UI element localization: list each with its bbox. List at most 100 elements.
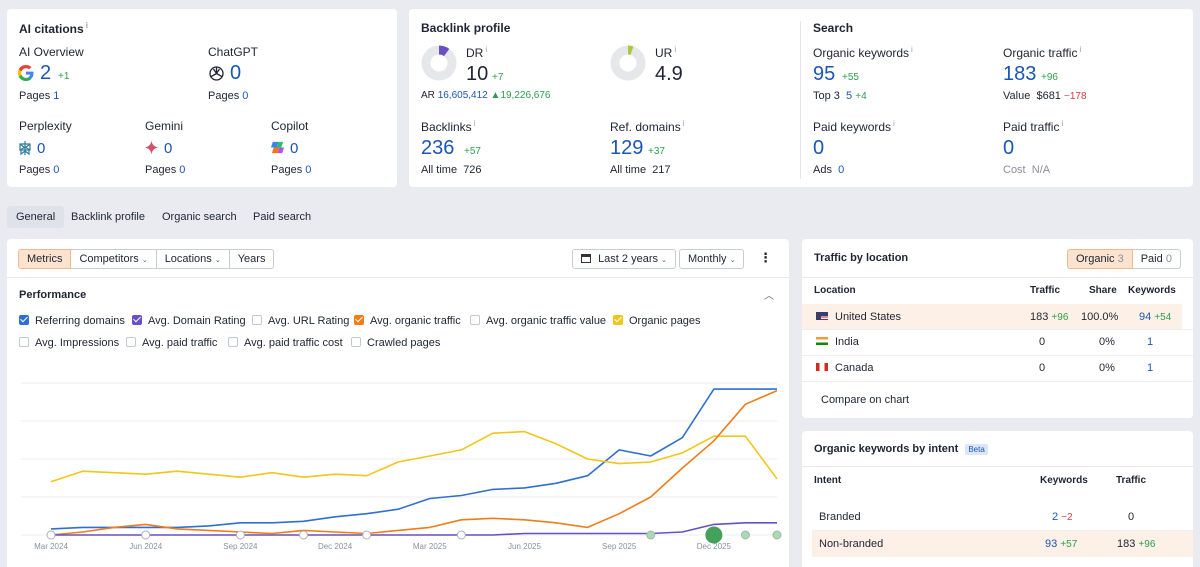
- tab-organic-search[interactable]: Organic search: [162, 211, 237, 223]
- ur-gauge: [610, 45, 646, 84]
- toggle-paid[interactable]: Paid 0: [1132, 249, 1181, 269]
- checkbox-icon[interactable]: [252, 315, 262, 325]
- share-cell: 0%: [1099, 362, 1115, 374]
- more-options-icon[interactable]: ⋮: [759, 250, 772, 265]
- performance-card: Metrics Competitors ⌄ Locations ⌄ Years …: [7, 239, 789, 567]
- ref-domains-label: Ref. domains i: [610, 119, 685, 134]
- traffic-value-row: Value $681 −178: [1003, 90, 1087, 102]
- calendar-icon: [581, 253, 591, 265]
- copilot-icon: [270, 140, 285, 158]
- perplexity-value[interactable]: 0: [37, 140, 46, 157]
- toggle-organic[interactable]: Organic 3: [1067, 249, 1133, 269]
- backlinks-label: Backlinks i: [421, 119, 476, 134]
- checkbox-icon[interactable]: [351, 337, 361, 347]
- info-icon[interactable]: i: [85, 21, 88, 30]
- ar-row: AR 16,605,412 ▲19,226,676: [421, 90, 551, 101]
- checkbox-icon[interactable]: [354, 315, 364, 325]
- gemini-value[interactable]: 0: [164, 140, 173, 157]
- checkbox-icon[interactable]: [19, 315, 29, 325]
- paid-keywords-label: Paid keywords i: [813, 119, 895, 134]
- flag-us-icon: [816, 312, 828, 320]
- chatgpt-pages: Pages 0: [208, 90, 249, 102]
- info-icon[interactable]: i: [893, 119, 895, 128]
- metric-checkbox-avg-organic-traffic[interactable]: Avg. organic traffic: [354, 315, 461, 327]
- checkbox-icon[interactable]: [470, 315, 480, 325]
- intent-cell: Branded: [819, 511, 861, 523]
- checkbox-icon[interactable]: [19, 337, 29, 347]
- info-icon[interactable]: i: [674, 45, 677, 54]
- col-keywords: Keywords: [1040, 475, 1088, 486]
- checkbox-icon[interactable]: [132, 315, 142, 325]
- checkbox-label: Referring domains: [35, 315, 125, 327]
- segment-years[interactable]: Years: [229, 249, 275, 269]
- performance-chart[interactable]: Mar 2024 Jun 2024 Sep 2024 Dec 2024 Mar 2025…: [7, 369, 789, 559]
- keywords-cell[interactable]: 2 −2: [1052, 511, 1073, 523]
- metric-checkbox-avg-domain-rating[interactable]: Avg. Domain Rating: [132, 315, 246, 327]
- info-icon[interactable]: i: [682, 119, 685, 128]
- gemini-pages: Pages 0: [145, 164, 186, 176]
- interval-select[interactable]: Monthly ⌄: [679, 249, 745, 269]
- metric-checkbox-avg-impressions[interactable]: Avg. Impressions: [19, 337, 119, 349]
- ai-overview-value[interactable]: 2: [40, 62, 52, 84]
- tab-general[interactable]: General: [7, 206, 65, 228]
- table-row[interactable]: Branded 2 −2 0: [812, 504, 1193, 530]
- info-icon[interactable]: i: [911, 45, 913, 54]
- organic-keywords-delta: +55: [842, 72, 859, 83]
- paid-traffic-value[interactable]: 0: [1003, 137, 1015, 159]
- compare-on-chart-button[interactable]: Compare on chart: [821, 394, 910, 406]
- copilot-value[interactable]: 0: [290, 140, 299, 157]
- segment-competitors[interactable]: Competitors ⌄: [71, 249, 157, 269]
- organic-traffic-value[interactable]: 183: [1003, 63, 1037, 85]
- keywords-cell[interactable]: 1: [1147, 336, 1154, 348]
- checkbox-icon[interactable]: [613, 315, 623, 325]
- date-range-select[interactable]: Last 2 years ⌄: [572, 249, 676, 269]
- perplexity-label: Perplexity: [19, 119, 72, 133]
- metric-checkbox-crawled-pages[interactable]: Crawled pages: [351, 337, 440, 349]
- paid-keywords-value[interactable]: 0: [813, 137, 825, 159]
- keywords-cell[interactable]: 1: [1147, 362, 1154, 374]
- table-row[interactable]: Canada 0 0% 1: [802, 355, 1182, 381]
- info-icon[interactable]: i: [1079, 45, 1082, 54]
- segment-locations[interactable]: Locations ⌄: [156, 249, 230, 269]
- segment-metrics[interactable]: Metrics: [18, 249, 72, 269]
- cost-row: Cost N/A: [1003, 164, 1051, 176]
- organic-traffic-delta: +96: [1041, 72, 1058, 83]
- backlinks-all-time: All time 726: [421, 164, 482, 176]
- metric-checkbox-avg-url-rating[interactable]: Avg. URL Rating: [252, 315, 349, 327]
- table-row[interactable]: Non-branded 93 +57 183 +96: [812, 531, 1193, 557]
- metric-checkbox-referring-domains[interactable]: Referring domains: [19, 315, 125, 327]
- organic-keywords-label: Organic keywords i: [813, 45, 913, 60]
- info-icon[interactable]: i: [1061, 119, 1064, 128]
- info-icon[interactable]: i: [485, 45, 488, 54]
- keywords-cell[interactable]: 94 +54: [1139, 311, 1172, 323]
- tab-paid-search[interactable]: Paid search: [253, 211, 312, 223]
- collapse-icon[interactable]: ︿: [764, 291, 774, 302]
- checkbox-icon[interactable]: [228, 337, 238, 347]
- keywords-cell[interactable]: 93 +57: [1045, 538, 1078, 550]
- chatgpt-value[interactable]: 0: [230, 62, 242, 84]
- x-tick-label: Mar 2024: [34, 542, 68, 551]
- checkbox-label: Avg. paid traffic: [142, 337, 218, 349]
- tab-backlink-profile[interactable]: Backlink profile: [71, 211, 145, 223]
- x-tick-label: Sep 2024: [223, 542, 258, 551]
- organic-keywords-value[interactable]: 95: [813, 63, 836, 85]
- table-row[interactable]: India 0 0% 1: [802, 329, 1182, 355]
- perplexity-pages: Pages 0: [19, 164, 60, 176]
- info-icon[interactable]: i: [473, 119, 476, 128]
- organic-paid-toggle: Organic 3 Paid 0: [1067, 249, 1181, 269]
- backlinks-value[interactable]: 236: [421, 137, 455, 159]
- table-row[interactable]: United States 183 +96 100.0% 94 +54: [802, 304, 1182, 330]
- divider: [802, 329, 1193, 330]
- col-share: Share: [1089, 285, 1117, 296]
- ref-domains-value[interactable]: 129: [610, 137, 644, 159]
- metric-checkbox-organic-pages[interactable]: Organic pages: [613, 315, 701, 327]
- performance-title: Performance: [19, 289, 87, 301]
- copilot-label: Copilot: [271, 119, 309, 133]
- gemini-icon: [144, 140, 159, 158]
- ar-value[interactable]: 16,605,412: [437, 90, 488, 101]
- metric-checkbox-avg-organic-traffic-value[interactable]: Avg. organic traffic value: [470, 315, 606, 327]
- x-tick-label: Mar 2025: [413, 542, 447, 551]
- metric-checkbox-avg-paid-traffic[interactable]: Avg. paid traffic: [126, 337, 217, 349]
- metric-checkbox-avg-paid-traffic-cost[interactable]: Avg. paid traffic cost: [228, 337, 343, 349]
- checkbox-icon[interactable]: [126, 337, 136, 347]
